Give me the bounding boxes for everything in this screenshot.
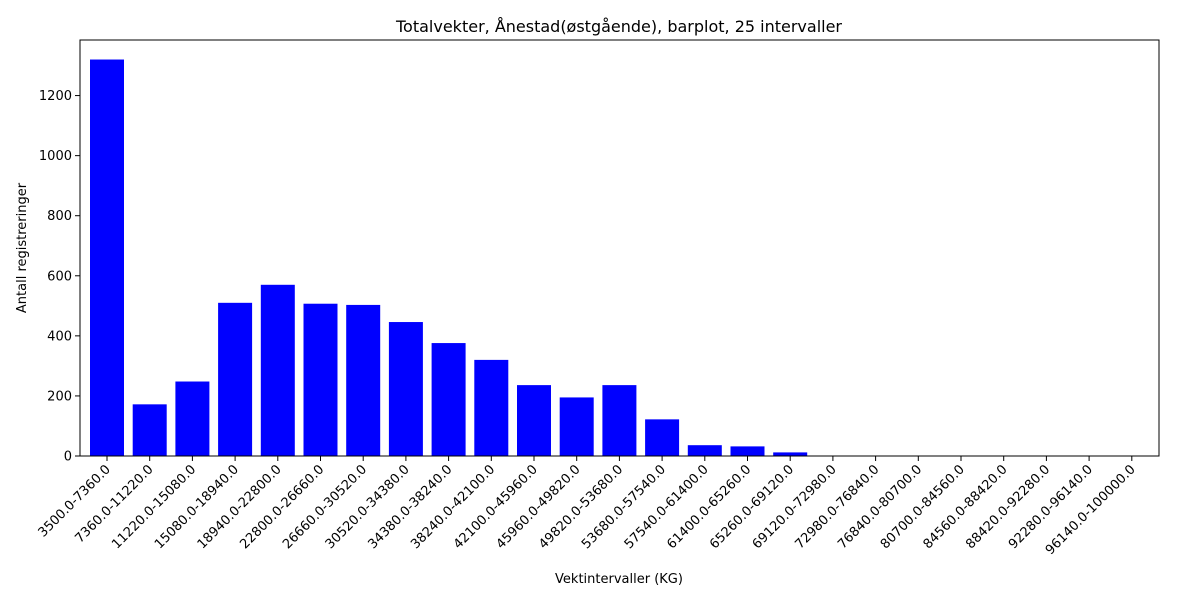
y-tick-label: 1200 (39, 89, 72, 104)
y-tick-label: 800 (47, 209, 72, 224)
bar (388, 322, 423, 456)
y-tick-label: 200 (47, 389, 72, 404)
y-tick-label: 1000 (39, 149, 72, 164)
bar (602, 385, 637, 456)
x-tick-label: 7360.0-11220.0 (72, 462, 156, 546)
bar (346, 304, 381, 456)
bar (90, 59, 124, 456)
x-tick-label: 3500.0-7360.0 (36, 462, 114, 540)
plot-frame (79, 39, 1160, 457)
bar (730, 446, 765, 456)
bar (773, 452, 808, 456)
y-tick-label: 0 (64, 450, 72, 465)
bar (687, 445, 722, 456)
bar (175, 381, 210, 456)
bar (260, 284, 295, 456)
bar (517, 385, 551, 456)
bar (559, 397, 594, 456)
bar (431, 343, 466, 456)
x-axis-label: Vektintervaller (KG) (555, 572, 683, 587)
bar (474, 359, 509, 456)
y-axis: 0 200 400 600 800 1000 1200 (39, 89, 80, 465)
bar (218, 302, 253, 456)
bar (132, 404, 167, 456)
y-axis-label: Antall registreringer (15, 182, 30, 313)
bar (645, 419, 680, 456)
x-axis: 3500.0-7360.07360.0-11220.011220.0-15080… (36, 456, 1139, 558)
y-tick-label: 600 (47, 269, 72, 284)
y-tick-label: 400 (47, 329, 72, 344)
bar (303, 303, 338, 456)
bars (90, 59, 893, 456)
chart-title: Totalvekter, Ånestad(østgående), barplot… (395, 17, 842, 36)
